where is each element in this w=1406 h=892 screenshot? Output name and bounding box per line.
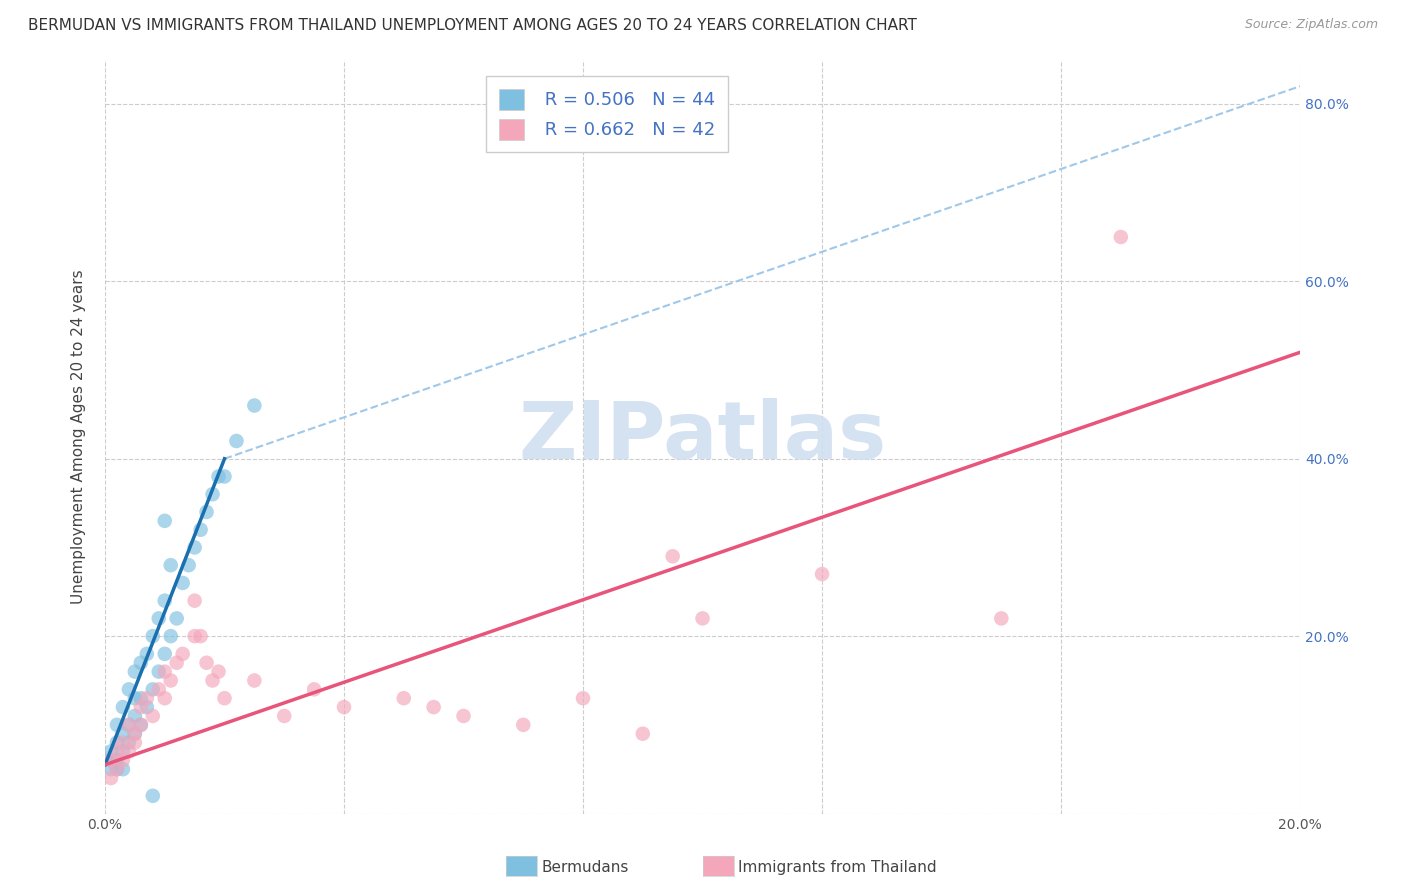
Point: [333, 700, 356, 714]
Point: [172, 647, 194, 661]
Point: [190, 629, 212, 643]
Point: [183, 629, 205, 643]
Point: [512, 718, 534, 732]
Point: [111, 762, 134, 776]
Point: [124, 727, 146, 741]
Point: [172, 576, 194, 591]
Point: [100, 753, 122, 767]
Point: [100, 753, 122, 767]
Point: [142, 709, 165, 723]
Point: [124, 727, 146, 741]
Text: BERMUDAN VS IMMIGRANTS FROM THAILAND UNEMPLOYMENT AMONG AGES 20 TO 24 YEARS CORR: BERMUDAN VS IMMIGRANTS FROM THAILAND UNE…: [28, 18, 917, 33]
Point: [124, 735, 146, 749]
Point: [111, 735, 134, 749]
Point: [243, 399, 266, 413]
Point: [195, 656, 218, 670]
Point: [111, 744, 134, 758]
Point: [159, 629, 181, 643]
Point: [201, 487, 224, 501]
Point: [207, 665, 229, 679]
Point: [273, 709, 295, 723]
Point: [118, 682, 141, 697]
Point: [100, 771, 122, 785]
Point: [148, 682, 170, 697]
Point: [135, 691, 157, 706]
Point: [135, 700, 157, 714]
Point: [214, 691, 236, 706]
Point: [100, 744, 122, 758]
Point: [453, 709, 475, 723]
Point: [422, 700, 444, 714]
Point: [201, 673, 224, 688]
Point: [148, 665, 170, 679]
Point: [135, 647, 157, 661]
Point: [225, 434, 247, 448]
Text: ZIPatlas: ZIPatlas: [519, 398, 887, 475]
Point: [195, 505, 218, 519]
Point: [990, 611, 1012, 625]
Text: Bermudans: Bermudans: [541, 860, 628, 874]
Text: Source: ZipAtlas.com: Source: ZipAtlas.com: [1244, 18, 1378, 31]
Point: [111, 727, 134, 741]
Point: [159, 673, 181, 688]
Point: [207, 469, 229, 483]
Point: [243, 673, 266, 688]
Point: [124, 691, 146, 706]
Point: [214, 469, 236, 483]
Point: [118, 744, 141, 758]
Point: [166, 611, 188, 625]
Point: [183, 593, 205, 607]
Point: [129, 700, 152, 714]
Point: [302, 682, 325, 697]
Point: [129, 691, 152, 706]
Point: [166, 656, 188, 670]
Point: [153, 593, 176, 607]
Point: [111, 700, 134, 714]
Point: [661, 549, 683, 564]
Point: [129, 718, 152, 732]
Point: [105, 735, 128, 749]
Point: [153, 647, 176, 661]
Text: Immigrants from Thailand: Immigrants from Thailand: [738, 860, 936, 874]
Point: [177, 558, 200, 573]
Point: [142, 629, 165, 643]
Point: [105, 762, 128, 776]
Point: [118, 735, 141, 749]
Point: [190, 523, 212, 537]
Point: [153, 665, 176, 679]
Point: [153, 514, 176, 528]
Point: [811, 567, 834, 582]
Y-axis label: Unemployment Among Ages 20 to 24 years: Unemployment Among Ages 20 to 24 years: [72, 269, 86, 604]
Point: [1109, 230, 1132, 244]
Point: [129, 656, 152, 670]
Point: [105, 753, 128, 767]
Point: [572, 691, 595, 706]
Legend:  R = 0.506   N = 44,  R = 0.662   N = 42: R = 0.506 N = 44, R = 0.662 N = 42: [486, 76, 727, 153]
Point: [153, 691, 176, 706]
Point: [105, 718, 128, 732]
Point: [118, 718, 141, 732]
Point: [142, 789, 165, 803]
Point: [692, 611, 714, 625]
Point: [124, 709, 146, 723]
Point: [142, 682, 165, 697]
Point: [183, 541, 205, 555]
Point: [118, 718, 141, 732]
Point: [111, 753, 134, 767]
Point: [148, 611, 170, 625]
Point: [159, 558, 181, 573]
Point: [129, 718, 152, 732]
Point: [631, 727, 654, 741]
Point: [105, 762, 128, 776]
Point: [392, 691, 415, 706]
Point: [105, 744, 128, 758]
Point: [124, 665, 146, 679]
Point: [100, 762, 122, 776]
